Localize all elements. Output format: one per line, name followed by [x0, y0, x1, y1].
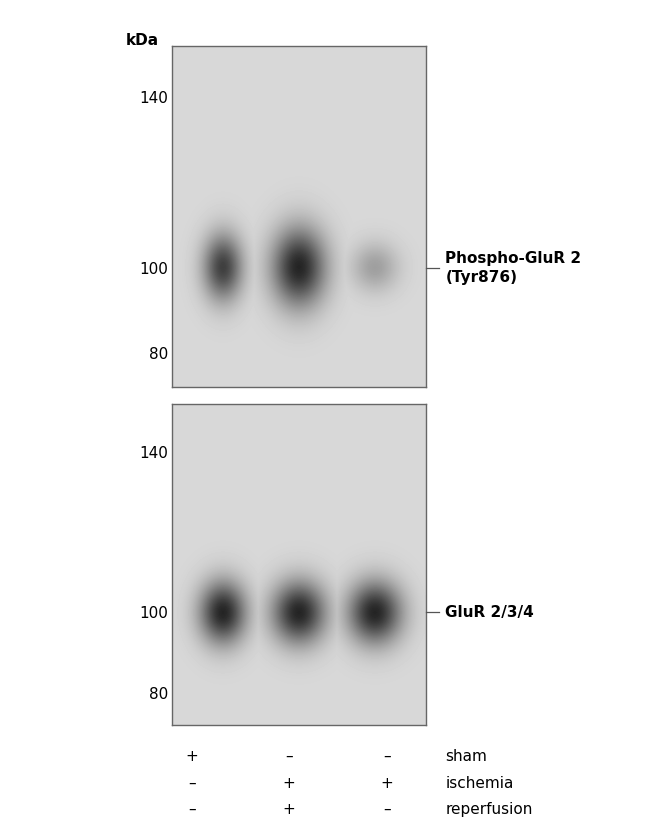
- Text: +: +: [185, 749, 198, 764]
- Text: –: –: [285, 749, 293, 764]
- Text: –: –: [383, 802, 391, 817]
- Text: +: +: [283, 802, 296, 817]
- Text: Phospho-GluR 2
(Tyr876): Phospho-GluR 2 (Tyr876): [445, 251, 581, 285]
- Text: sham: sham: [445, 749, 487, 764]
- Text: reperfusion: reperfusion: [445, 802, 532, 817]
- Text: ischemia: ischemia: [445, 776, 514, 791]
- Text: –: –: [188, 776, 196, 791]
- Text: +: +: [380, 776, 393, 791]
- Text: GluR 2/3/4: GluR 2/3/4: [445, 605, 534, 620]
- Text: –: –: [188, 802, 196, 817]
- Text: kDa: kDa: [126, 33, 159, 48]
- Text: –: –: [383, 749, 391, 764]
- Text: +: +: [283, 776, 296, 791]
